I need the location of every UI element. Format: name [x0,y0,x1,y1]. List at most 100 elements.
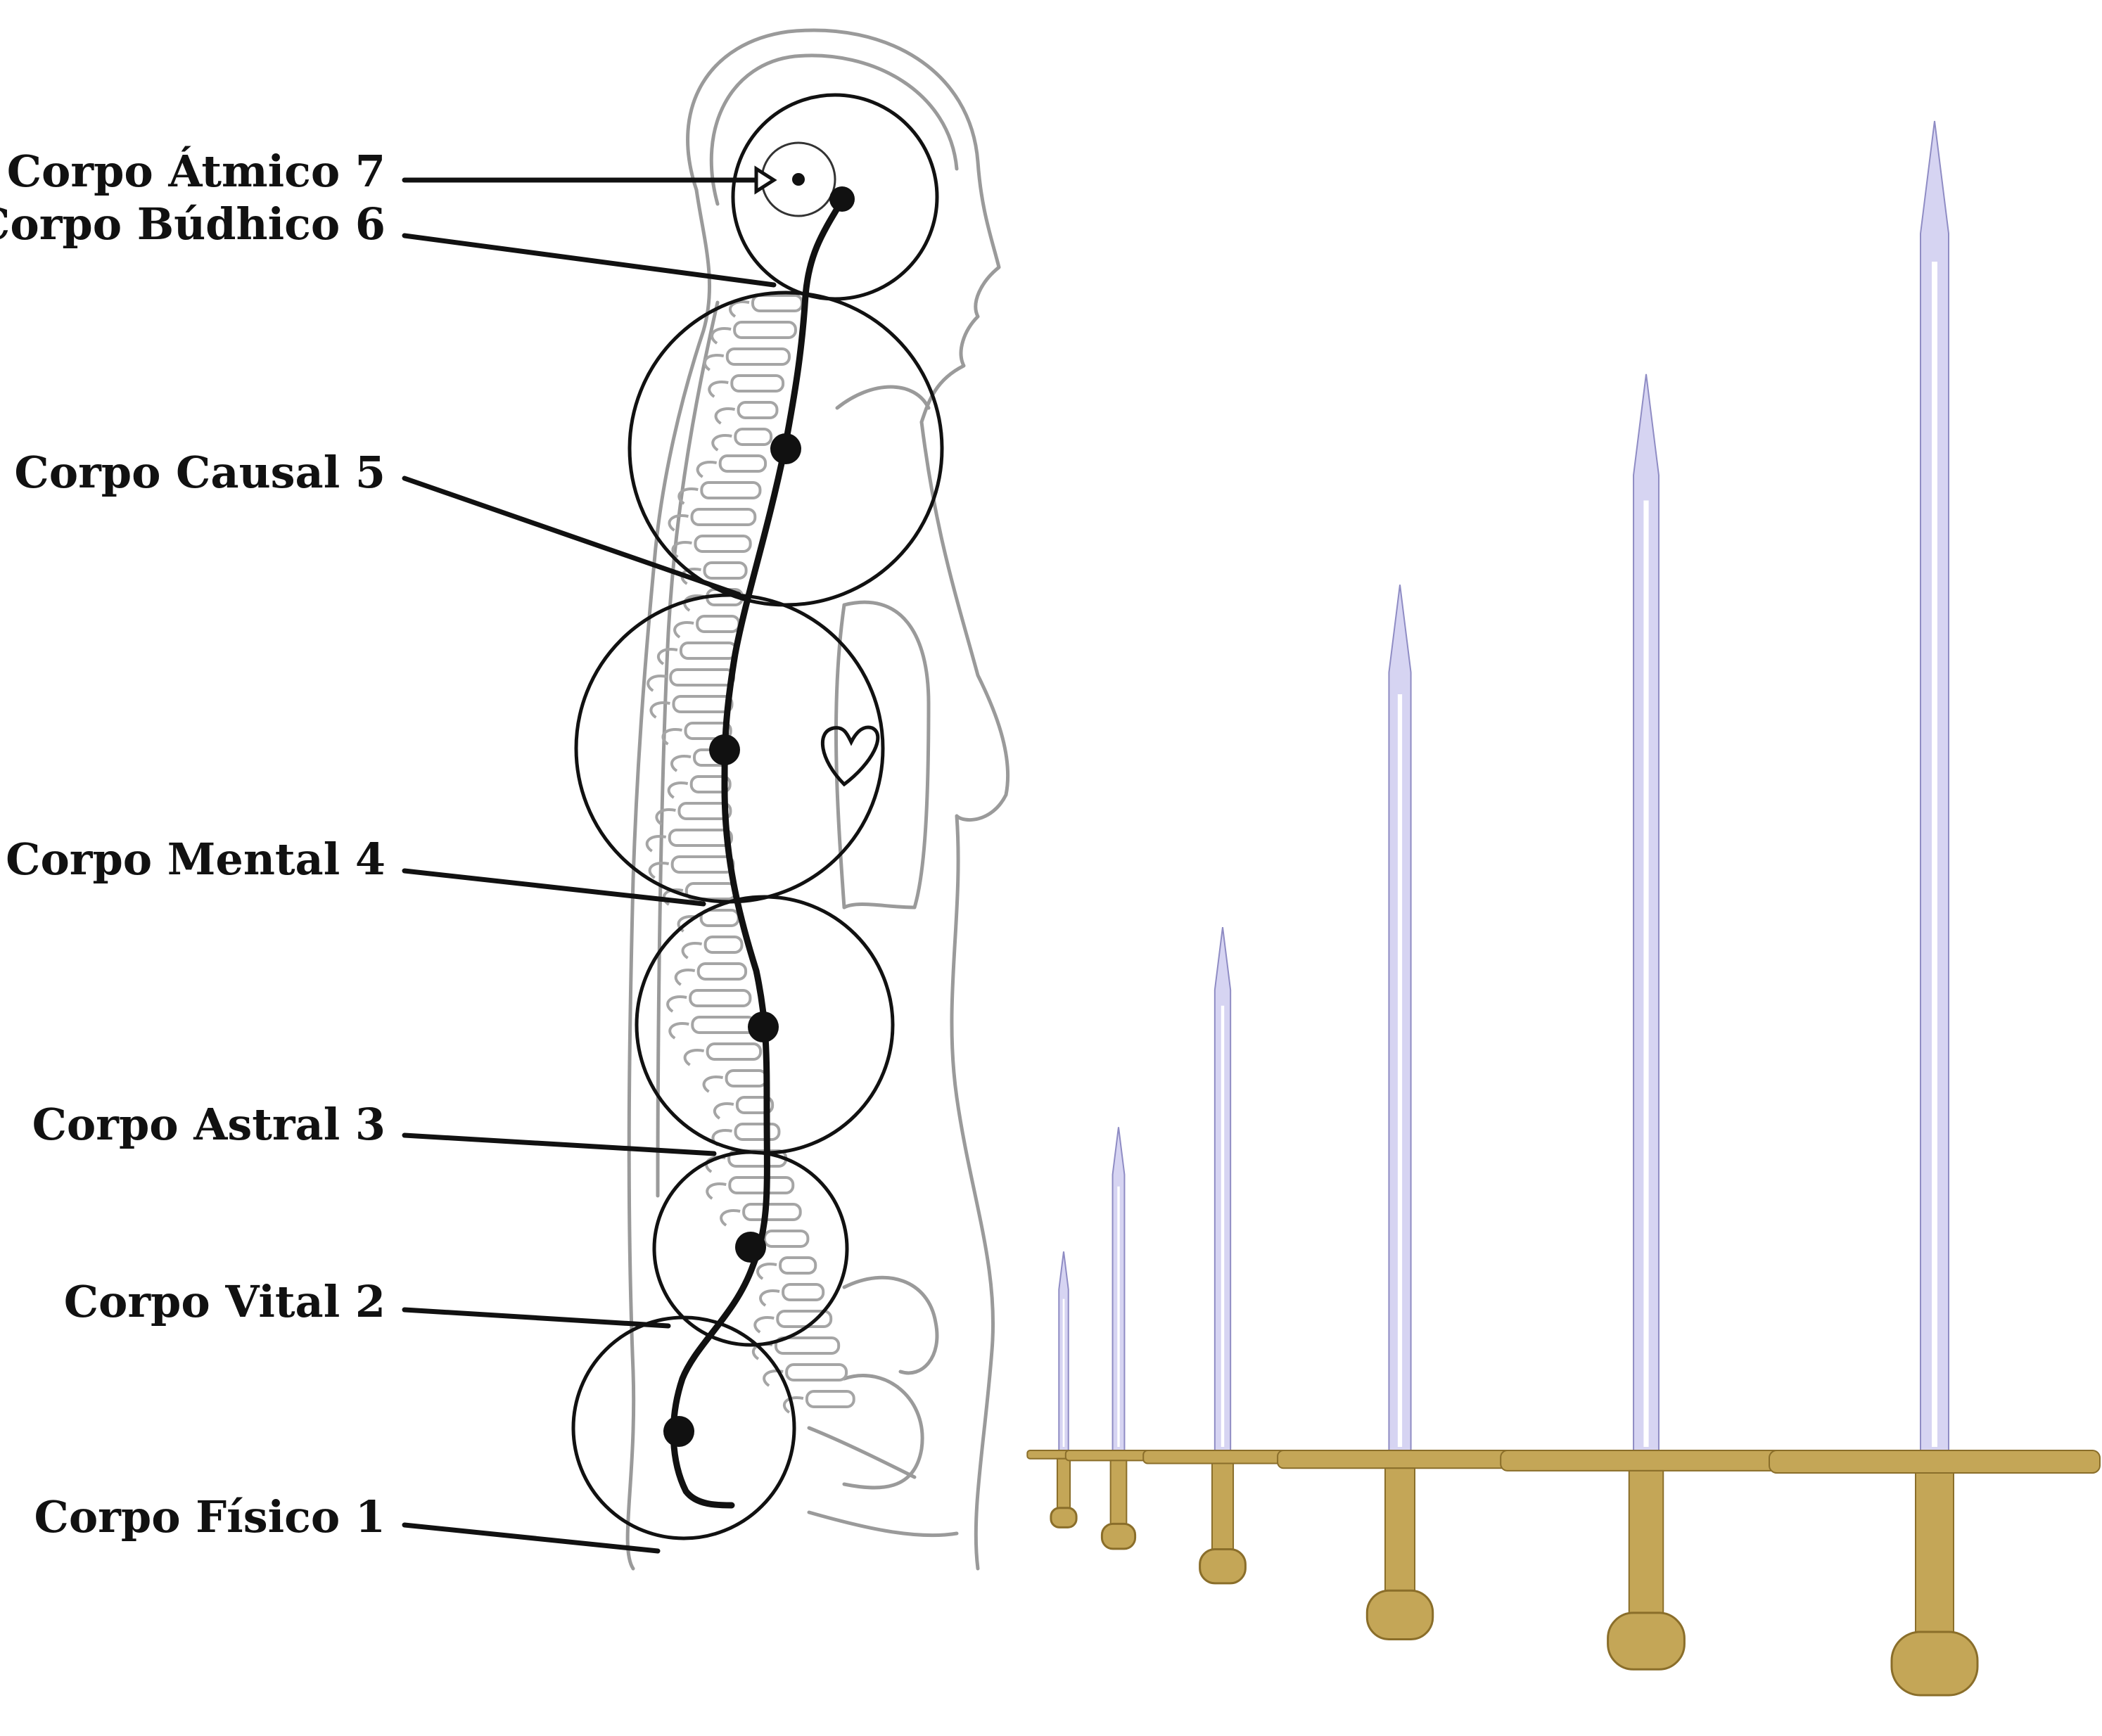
leader-line-2 [402,1307,671,1329]
chakra-point-2 [663,1416,694,1447]
vertebra [733,321,797,339]
label-corpo-causal: Corpo Causal 5 [14,447,386,498]
label-corpo-vital: Corpo Vital 2 [64,1276,386,1327]
vertebra [703,561,748,580]
sword-pommel [1199,1547,1247,1585]
vertebra [763,1230,810,1248]
chakra-points [663,186,855,1447]
vertebra [696,615,741,633]
vertebra-process [702,1076,723,1093]
vertebra [725,1069,768,1087]
sword-crossguard [1277,1450,1523,1469]
body-silhouette [625,28,1010,1571]
vertebra-process [711,327,732,345]
vertebra-process [667,781,689,799]
leader-line-3 [402,1132,717,1156]
sword-6 [1769,120,2101,1697]
sword-pommel [1890,1630,1979,1697]
chakra-circle-2 [571,1315,796,1540]
vertebra-process [674,969,696,986]
vertebra [751,294,803,312]
vertebra-process [681,942,702,959]
vertebra-process [759,1289,780,1307]
vertebra [672,695,734,713]
vertebra-process [646,675,668,692]
vertebra-process [753,1316,775,1334]
label-corpo-atmico: Corpo Átmico 7 [7,146,386,197]
chakra-point-4 [748,1011,779,1042]
vertebra [694,535,752,553]
sword-pommel [1365,1589,1434,1640]
vertebra [677,802,732,820]
sword-grip [1056,1457,1071,1512]
vertebra [730,374,785,392]
vertebra [700,481,762,499]
vertebra-process [666,995,687,1013]
vertebra [742,1203,802,1221]
vertebra-process [673,621,694,639]
chakra-point-7 [829,186,855,212]
vertebra-process [645,835,667,853]
leader-line-6 [402,233,777,288]
vertebra-process [661,728,682,746]
chakra-circle-3 [652,1150,849,1347]
vertebra [734,428,773,446]
vertebra-process [713,1102,734,1120]
vertebra-process [671,541,692,559]
sword-grip [1109,1460,1128,1528]
vertebra-process [648,862,670,879]
vertebra [725,347,791,366]
vertebra-process [720,1209,741,1227]
vertebra-process [714,407,736,425]
vertebra-process [711,434,732,452]
vertebra-process [708,381,729,398]
vertebra [691,1016,757,1034]
vertebra [684,722,732,740]
heart-icon [821,725,880,787]
vertebra [735,1096,775,1114]
vertebra [670,855,735,874]
chakra-point-6 [770,433,801,464]
label-corpo-mental: Corpo Mental 4 [6,834,386,885]
vertebra [782,1283,825,1301]
sword-4 [1277,585,1523,1640]
sword-grip [1384,1467,1416,1595]
vertebra [737,401,779,419]
spinal-channel [670,197,846,1509]
vertebra [718,454,767,473]
chakra-point-3 [735,1232,766,1263]
vertebra-process [729,300,750,318]
sword-grip [1915,1472,1954,1635]
vertebra-process [668,514,689,532]
vertebra-process [703,354,725,371]
sword-pommel [1607,1611,1686,1671]
vertebra [689,775,732,793]
vertebra [785,1363,848,1381]
vertebra-process [706,1182,727,1200]
vertebra [703,936,744,954]
body-labels: Corpo Átmico 7 Corpo Búdhico 6 Corpo Cau… [0,146,386,1543]
vertebra-process [657,648,678,665]
leader-line-5 [402,476,741,597]
vertebra-process [655,808,676,826]
vertebra [728,1176,795,1194]
vertebra-process [683,1049,705,1066]
arrowhead-7 [754,165,777,195]
vertebra [669,668,736,687]
leader-line-4 [402,868,706,907]
vertebra [689,989,752,1007]
vertebra [774,1336,841,1355]
vertebra [696,962,748,981]
vertebra-process [677,487,699,505]
vertebra-process [696,461,718,478]
chakra-point-5 [709,734,740,765]
vertebra [805,1390,855,1408]
vertebra [734,1123,781,1141]
vertebra-process [783,1396,804,1414]
sword-1 [1026,1251,1101,1528]
leader-lines [402,165,777,1554]
sword-crossguard [1769,1450,2101,1474]
vertebra-process [662,888,684,906]
crown-dot [792,173,805,186]
